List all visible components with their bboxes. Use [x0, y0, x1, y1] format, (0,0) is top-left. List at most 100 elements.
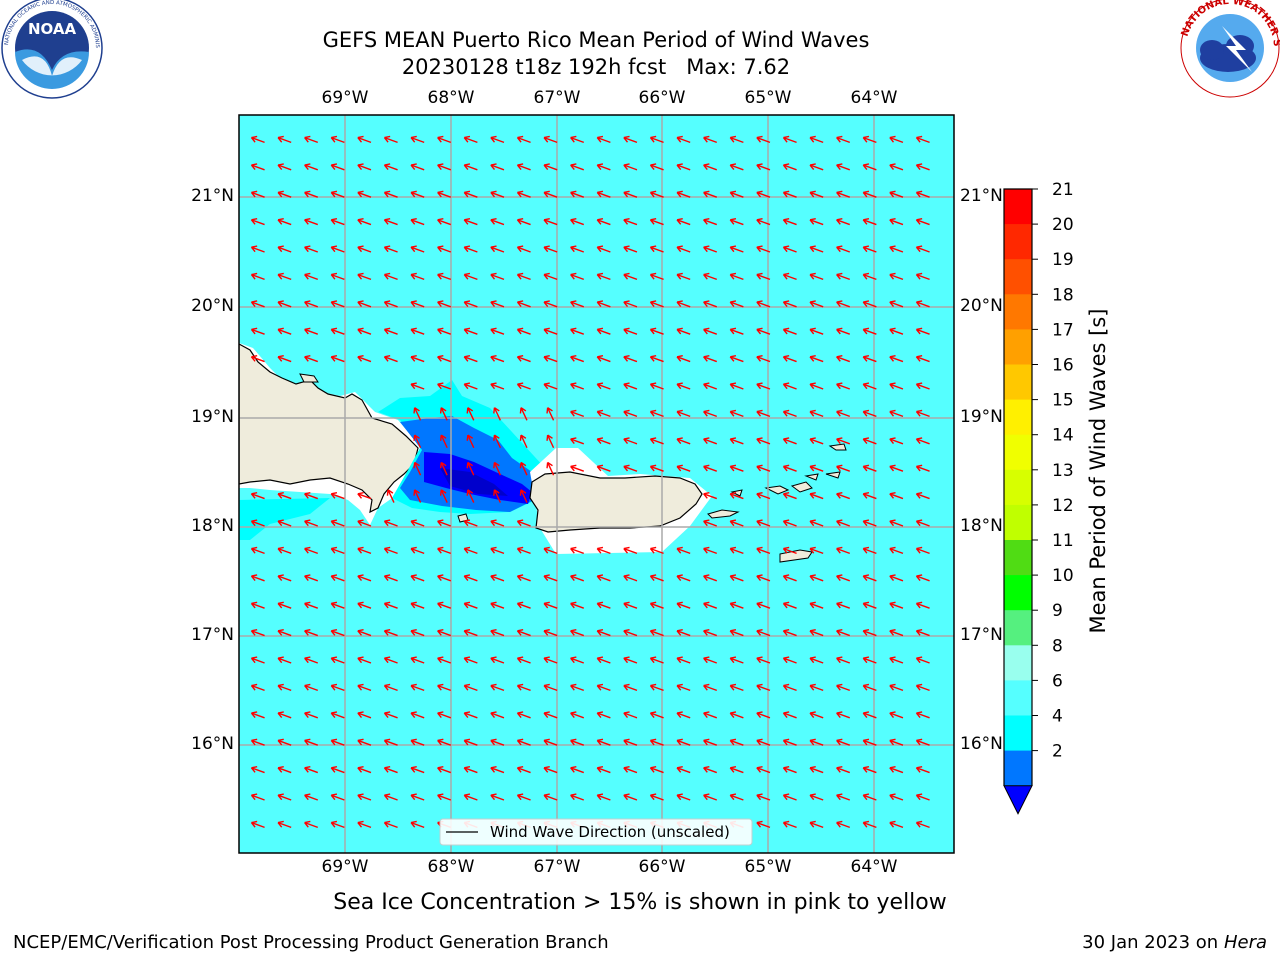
wave-arrow [623, 793, 638, 801]
colorbar-tick-label: 18 [1052, 285, 1074, 305]
wave-arrow [463, 327, 478, 335]
wave-arrow [836, 766, 851, 774]
wave-arrow [889, 738, 904, 746]
wave-arrow [729, 601, 744, 609]
wave-arrow [623, 546, 638, 555]
sea-ice-caption: Sea Ice Concentration > 15% is shown in … [333, 890, 947, 915]
axis-tick-label: 19°N [191, 407, 234, 427]
wave-arrow [383, 629, 398, 637]
wave-arrow [836, 492, 851, 500]
wave-arrow [756, 327, 771, 335]
axis-tick-label: 64°W [850, 857, 898, 877]
wave-arrow [729, 437, 744, 445]
wave-arrow [383, 601, 398, 609]
legend-label: Wind Wave Direction (unscaled) [490, 823, 730, 841]
footer-machine: Hera [1223, 932, 1267, 953]
wave-arrow [250, 574, 265, 582]
wave-arrow [330, 218, 345, 226]
wave-arrow [437, 327, 452, 335]
wave-arrow [756, 355, 771, 363]
wave-arrow [516, 766, 531, 774]
wave-arrow [809, 218, 824, 226]
colorbar: 21 20 19 18 17 16 15 14 13 12 11 10 9 8 6 4 2 [1003, 180, 1074, 815]
wave-arrow [756, 190, 771, 198]
wave-arrow [782, 464, 797, 472]
wave-arrow [596, 300, 611, 308]
wave-arrow [889, 409, 904, 418]
wave-arrow [676, 766, 691, 774]
wave-arrow [649, 300, 664, 308]
wave-arrow [277, 601, 292, 609]
wave-arrow [516, 135, 531, 144]
wave-arrow [330, 601, 345, 609]
wave-arrow [703, 683, 718, 692]
colorbar-bin [1004, 575, 1032, 611]
wave-arrow [413, 489, 422, 503]
wave-arrow [782, 327, 797, 335]
wave-arrow [862, 464, 877, 472]
wave-arrow [756, 601, 771, 609]
wave-arrow [383, 218, 398, 226]
wave-arrow [410, 820, 425, 829]
wave-arrow [304, 820, 319, 829]
wave-arrow [543, 574, 558, 582]
wave-arrow [250, 629, 265, 637]
wave-arrow [809, 300, 824, 308]
wave-arrow [915, 409, 930, 418]
wave-direction-arrows [250, 135, 930, 829]
wave-arrow [915, 738, 930, 746]
wave-arrow [703, 300, 718, 308]
wave-arrow [836, 574, 851, 582]
wave-arrow [703, 738, 718, 746]
wave-arrow [383, 190, 398, 198]
wave-arrow [383, 820, 398, 829]
wave-arrow [570, 546, 585, 555]
wave-arrow [623, 437, 638, 445]
wave-arrow [250, 190, 265, 198]
wave-arrow [250, 820, 265, 829]
wave-arrow [570, 382, 585, 390]
wave-arrow [516, 683, 531, 692]
wave-arrow [543, 683, 558, 692]
wave-arrow [383, 245, 398, 253]
wave-arrow [729, 218, 744, 226]
wave-arrow [889, 766, 904, 774]
wave-arrow [756, 629, 771, 637]
axis-tick-label: 69°W [321, 857, 369, 877]
wave-arrow [357, 245, 372, 253]
wave-arrow [889, 683, 904, 692]
wave-arrow [809, 656, 824, 664]
wave-arrow [596, 656, 611, 664]
wave-arrow [915, 163, 930, 171]
wave-arrow [889, 492, 904, 500]
axis-tick-label: 65°W [744, 88, 792, 108]
wave-arrow [596, 766, 611, 774]
wave-arrow [466, 461, 475, 476]
wave-arrow [703, 793, 718, 801]
wave-arrow [889, 272, 904, 281]
wave-arrow [703, 135, 718, 144]
wave-arrow [410, 519, 425, 527]
wave-arrow [437, 135, 452, 144]
wave-arrow [836, 629, 851, 637]
wave-arrow [437, 519, 452, 527]
wave-arrow [862, 766, 877, 774]
wave-arrow [516, 190, 531, 198]
wave-arrow [756, 409, 771, 418]
wave-arrow [676, 601, 691, 609]
wave-arrow [493, 434, 501, 449]
wave-arrow [676, 272, 691, 281]
wave-arrow [330, 766, 345, 774]
wave-arrow [357, 629, 372, 637]
wave-arrow [862, 190, 877, 198]
wave-arrow [649, 738, 664, 746]
wave-arrow [490, 738, 505, 746]
wave-arrow [410, 218, 425, 226]
axis-tick-label: 69°W [321, 88, 369, 108]
wave-arrow [437, 793, 452, 801]
wave-arrow [570, 738, 585, 746]
wave-arrow [729, 300, 744, 308]
wave-arrow [543, 272, 558, 281]
wave-arrow [463, 245, 478, 253]
wave-arrow [756, 738, 771, 746]
